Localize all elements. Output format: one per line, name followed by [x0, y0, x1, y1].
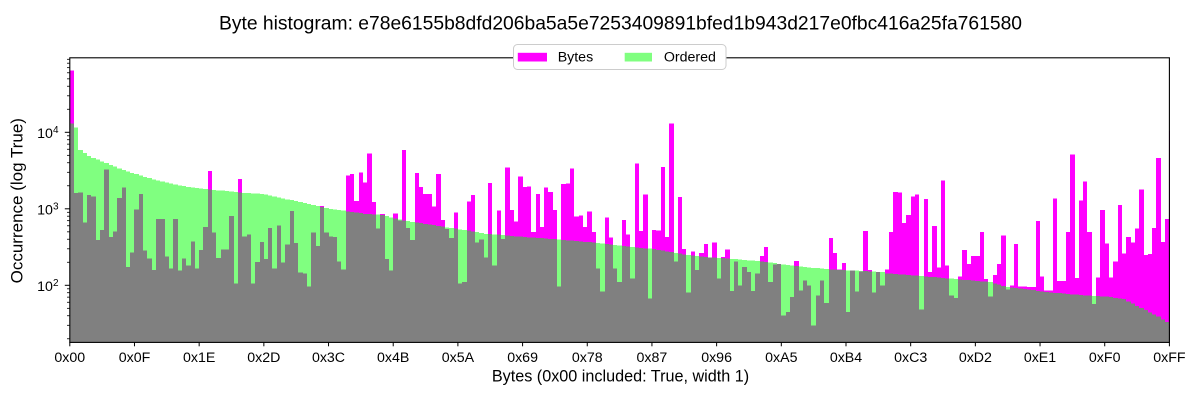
svg-text:0xB4: 0xB4 — [830, 350, 862, 366]
svg-text:0xF0: 0xF0 — [1089, 350, 1121, 366]
svg-text:0x78: 0x78 — [572, 350, 603, 366]
svg-text:0x4B: 0x4B — [377, 350, 409, 366]
svg-text:0x00: 0x00 — [54, 350, 85, 366]
svg-text:0xA5: 0xA5 — [765, 350, 797, 366]
svg-text:0x69: 0x69 — [507, 350, 538, 366]
svg-text:0x87: 0x87 — [637, 350, 668, 366]
svg-text:0x3C: 0x3C — [312, 350, 345, 366]
svg-text:0x1E: 0x1E — [183, 350, 215, 366]
svg-text:Bytes (0x00 included: True, wi: Bytes (0x00 included: True, width 1) — [492, 368, 749, 386]
svg-text:0xE1: 0xE1 — [1024, 350, 1056, 366]
svg-text:Byte histogram: e78e6155b8dfd2: Byte histogram: e78e6155b8dfd206ba5a5e72… — [219, 14, 1022, 35]
svg-text:0xC3: 0xC3 — [894, 350, 927, 366]
svg-text:0x0F: 0x0F — [119, 350, 151, 366]
svg-text:0xD2: 0xD2 — [959, 350, 992, 366]
svg-text:0x5A: 0x5A — [442, 350, 475, 366]
svg-text:0x2D: 0x2D — [247, 350, 280, 366]
svg-text:Bytes: Bytes — [558, 50, 593, 66]
svg-text:Ordered: Ordered — [664, 50, 716, 66]
svg-text:0xFF: 0xFF — [1153, 350, 1186, 366]
svg-text:Occurrence (log True): Occurrence (log True) — [8, 118, 27, 283]
svg-text:0x96: 0x96 — [701, 350, 732, 366]
